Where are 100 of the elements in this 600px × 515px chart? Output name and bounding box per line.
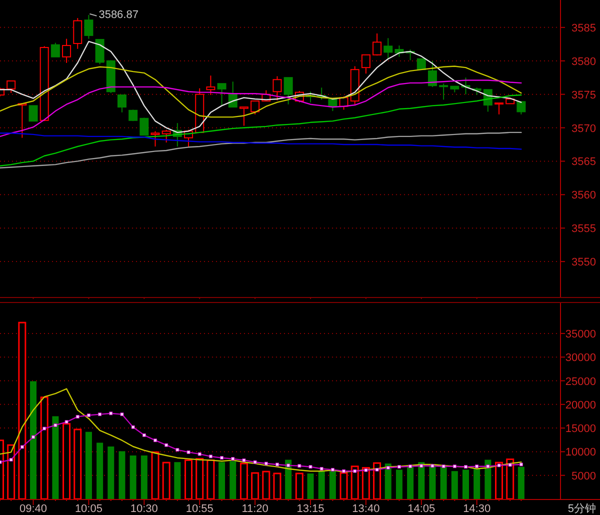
y-tick-label: 3575 bbox=[572, 89, 596, 102]
x-tick-label: 13:40 bbox=[352, 503, 380, 515]
point bbox=[486, 464, 490, 468]
y-tick-label: 15000 bbox=[565, 423, 596, 436]
bar bbox=[85, 432, 92, 499]
x-tick-label: 10:05 bbox=[74, 503, 102, 515]
point bbox=[275, 462, 279, 466]
annotation: 3586.87 bbox=[98, 8, 138, 21]
bar bbox=[362, 467, 370, 499]
point bbox=[131, 425, 135, 429]
point bbox=[242, 458, 246, 462]
bar bbox=[118, 451, 126, 499]
point bbox=[420, 464, 424, 468]
point bbox=[208, 454, 212, 458]
point bbox=[220, 456, 224, 460]
bar bbox=[262, 470, 270, 499]
point bbox=[497, 464, 501, 468]
y-tick-label: 3570 bbox=[572, 122, 596, 135]
line-series bbox=[0, 66, 522, 118]
point bbox=[253, 460, 257, 464]
y-tick-label: 20000 bbox=[565, 399, 596, 412]
x-tick-label: 10:30 bbox=[130, 503, 158, 515]
y-tick-label: 3560 bbox=[572, 190, 596, 202]
point bbox=[452, 464, 456, 468]
point bbox=[386, 466, 390, 470]
bar bbox=[518, 466, 524, 499]
point bbox=[20, 445, 24, 449]
y-tick-label: 3555 bbox=[572, 223, 596, 236]
line-series bbox=[0, 132, 522, 168]
bar bbox=[307, 473, 314, 499]
bar bbox=[108, 446, 114, 499]
point bbox=[231, 457, 235, 461]
point bbox=[120, 412, 124, 416]
bar bbox=[429, 464, 436, 499]
point bbox=[397, 465, 401, 469]
point bbox=[186, 450, 190, 454]
bar bbox=[350, 466, 359, 499]
point bbox=[430, 464, 434, 468]
bar bbox=[240, 462, 248, 499]
bar bbox=[130, 455, 136, 499]
bar bbox=[396, 470, 402, 499]
bar bbox=[407, 465, 414, 499]
bar bbox=[251, 472, 260, 499]
bar bbox=[340, 472, 348, 499]
point bbox=[508, 463, 512, 467]
point bbox=[142, 433, 146, 437]
line-series bbox=[0, 132, 522, 150]
bar bbox=[96, 442, 104, 499]
point bbox=[308, 465, 312, 469]
bar bbox=[18, 322, 26, 499]
bar bbox=[273, 472, 282, 499]
bar bbox=[230, 461, 236, 499]
bar bbox=[484, 460, 492, 499]
point bbox=[442, 464, 446, 468]
y-tick-label: 5000 bbox=[572, 470, 596, 482]
point bbox=[286, 464, 290, 468]
y-tick-label: 25000 bbox=[565, 376, 596, 388]
bar bbox=[495, 462, 504, 499]
point bbox=[198, 452, 202, 456]
bar bbox=[52, 416, 59, 499]
point bbox=[320, 466, 324, 470]
bar bbox=[295, 472, 304, 499]
y-tick-label: 3565 bbox=[572, 156, 596, 168]
bar bbox=[184, 459, 193, 499]
point bbox=[42, 426, 46, 430]
bar bbox=[140, 455, 148, 499]
bar bbox=[318, 471, 325, 499]
line-series bbox=[0, 388, 522, 473]
bar bbox=[384, 464, 392, 499]
x-tick-label: 09:40 bbox=[20, 503, 48, 515]
point bbox=[154, 438, 157, 442]
point bbox=[54, 423, 58, 427]
y-tick-label: 3550 bbox=[572, 256, 596, 269]
point bbox=[32, 435, 36, 439]
bar bbox=[285, 460, 292, 499]
y-tick-label: 30000 bbox=[565, 352, 596, 364]
point bbox=[364, 468, 368, 472]
x-tick-label: 11:20 bbox=[242, 503, 268, 515]
bar bbox=[174, 462, 181, 499]
point bbox=[64, 420, 68, 424]
bar bbox=[474, 468, 480, 499]
point bbox=[519, 462, 523, 466]
bar bbox=[462, 470, 469, 499]
point bbox=[264, 462, 268, 466]
bar bbox=[151, 451, 160, 499]
bar bbox=[506, 458, 514, 499]
point bbox=[475, 464, 479, 468]
bar bbox=[440, 465, 447, 499]
bar bbox=[74, 428, 82, 499]
bar bbox=[7, 444, 16, 499]
point bbox=[298, 464, 302, 468]
bar bbox=[196, 458, 204, 499]
point bbox=[330, 468, 334, 472]
point bbox=[98, 412, 102, 416]
y-tick-label: 10000 bbox=[565, 446, 596, 459]
bar bbox=[62, 423, 71, 499]
x-tick-label: 14:30 bbox=[463, 503, 491, 515]
point bbox=[86, 414, 90, 418]
point bbox=[375, 468, 379, 472]
y-tick-label: 3580 bbox=[572, 56, 596, 68]
